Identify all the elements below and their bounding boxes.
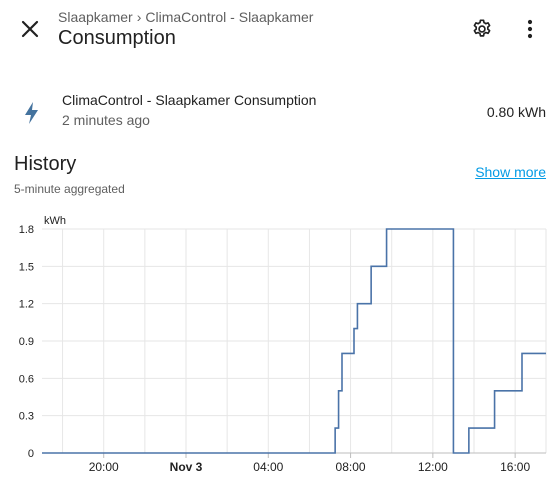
history-subtitle: 5-minute aggregated bbox=[14, 182, 125, 196]
history-chart[interactable]: 0 0.3 0.6 0.9 1.2 1.5 1.8 20:00 Nov 3 04:00 08:00… bbox=[0, 205, 560, 495]
entity-state-value: 0.80 kWh bbox=[486, 104, 546, 120]
y-tick-label: 1.5 bbox=[19, 261, 34, 273]
history-heading: History bbox=[14, 153, 77, 175]
x-tick-label: 04:00 bbox=[253, 460, 283, 474]
dialog-header: Slaapkamer › ClimaControl - Slaapkamer C… bbox=[0, 0, 560, 60]
settings-button[interactable] bbox=[464, 11, 500, 47]
y-tick-label: 0.3 bbox=[19, 411, 34, 423]
entity-last-changed: 2 minutes ago bbox=[62, 112, 150, 128]
y-axis-unit-label: kWh bbox=[44, 215, 66, 227]
y-tick-label: 0.6 bbox=[19, 373, 34, 385]
chart-grid bbox=[42, 228, 547, 454]
y-tick-label: 0 bbox=[28, 448, 34, 460]
gear-icon bbox=[473, 19, 491, 37]
chevron-right-icon: › bbox=[136, 9, 142, 25]
series-line bbox=[42, 228, 546, 454]
more-options-button[interactable] bbox=[512, 11, 548, 47]
x-tick-label: Nov 3 bbox=[170, 460, 203, 474]
lightning-bolt-icon bbox=[25, 102, 38, 124]
entity-name: ClimaControl - Slaapkamer Consumption bbox=[62, 92, 317, 108]
breadcrumb: Slaapkamer › ClimaControl - Slaapkamer bbox=[58, 9, 313, 25]
y-tick-label: 0.9 bbox=[19, 336, 34, 348]
entity-state-row: ClimaControl - Slaapkamer Consumption 2 … bbox=[0, 85, 560, 135]
x-axis: 20:00 Nov 3 04:00 08:00 12:00 16:00 bbox=[42, 452, 546, 474]
y-tick-label: 1.2 bbox=[19, 299, 34, 311]
page-title: Consumption bbox=[58, 27, 176, 49]
close-icon bbox=[21, 20, 39, 38]
y-tick-label: 1.8 bbox=[19, 224, 34, 236]
x-tick-label: 20:00 bbox=[89, 460, 119, 474]
x-tick-label: 08:00 bbox=[336, 460, 366, 474]
close-button[interactable] bbox=[12, 11, 48, 47]
x-tick-label: 16:00 bbox=[500, 460, 530, 474]
breadcrumb-device[interactable]: ClimaControl - Slaapkamer bbox=[145, 9, 314, 25]
x-tick-label: 12:00 bbox=[418, 460, 448, 474]
more-vertical-icon bbox=[527, 19, 533, 39]
y-axis: 0 0.3 0.6 0.9 1.2 1.5 1.8 bbox=[19, 224, 34, 460]
breadcrumb-area[interactable]: Slaapkamer bbox=[58, 9, 133, 25]
show-more-link[interactable]: Show more bbox=[475, 164, 546, 180]
